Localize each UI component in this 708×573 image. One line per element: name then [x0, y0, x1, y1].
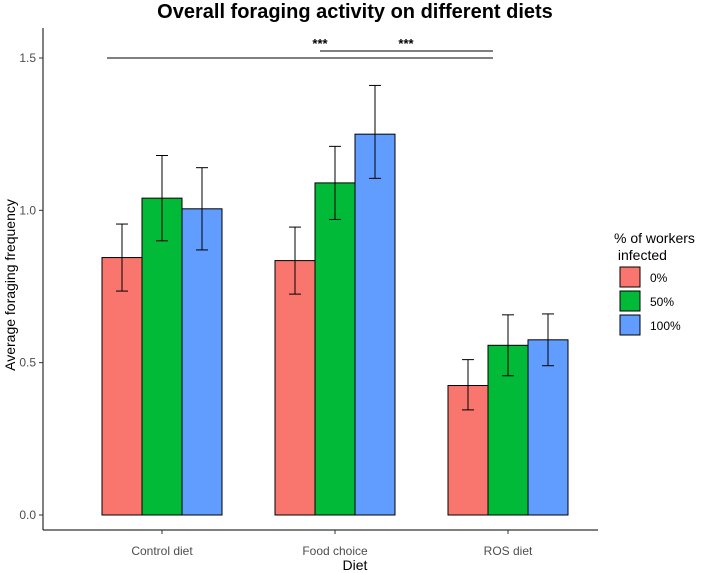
bar: [274, 260, 316, 516]
y-axis-label: Average foraging frequency: [2, 199, 18, 371]
legend-swatch: [619, 266, 641, 288]
bar: [354, 133, 396, 516]
legend-swatch: [619, 314, 641, 336]
y-tick-label: 1.0: [19, 203, 36, 217]
chart-title: Overall foraging activity on different d…: [157, 1, 553, 23]
significance-group: *** ***: [107, 36, 493, 59]
significance-label: ***: [312, 36, 328, 51]
y-tick-label: 0.0: [19, 508, 36, 522]
y-tick-label: 0.5: [19, 356, 36, 370]
legend-label: 0%: [650, 271, 668, 285]
bar: [101, 257, 143, 516]
legend-label: 100%: [650, 319, 681, 333]
bar: [314, 182, 356, 516]
legend-title-line2: infected: [614, 247, 667, 263]
x-axis-label: Diet: [343, 557, 368, 573]
bar: [527, 339, 569, 516]
bars-group: [101, 133, 569, 516]
bar: [141, 197, 183, 516]
legend: % of workers infected 0% 50% 100%: [614, 230, 695, 336]
x-tick-label: Control diet: [131, 544, 193, 558]
y-tick-label: 1.5: [19, 51, 36, 65]
significance-label: ***: [398, 36, 414, 51]
error-bars-group: [116, 84, 554, 411]
bar: [181, 208, 223, 516]
x-axis: Control diet Food choice ROS diet: [43, 529, 598, 558]
legend-swatch: [619, 290, 641, 312]
x-tick-label: Food choice: [302, 544, 368, 558]
y-axis: 0.0 0.5 1.0 1.5: [19, 28, 44, 530]
legend-title-line1: % of workers: [614, 230, 695, 246]
x-tick-label: ROS diet: [484, 544, 533, 558]
legend-label: 50%: [650, 295, 674, 309]
